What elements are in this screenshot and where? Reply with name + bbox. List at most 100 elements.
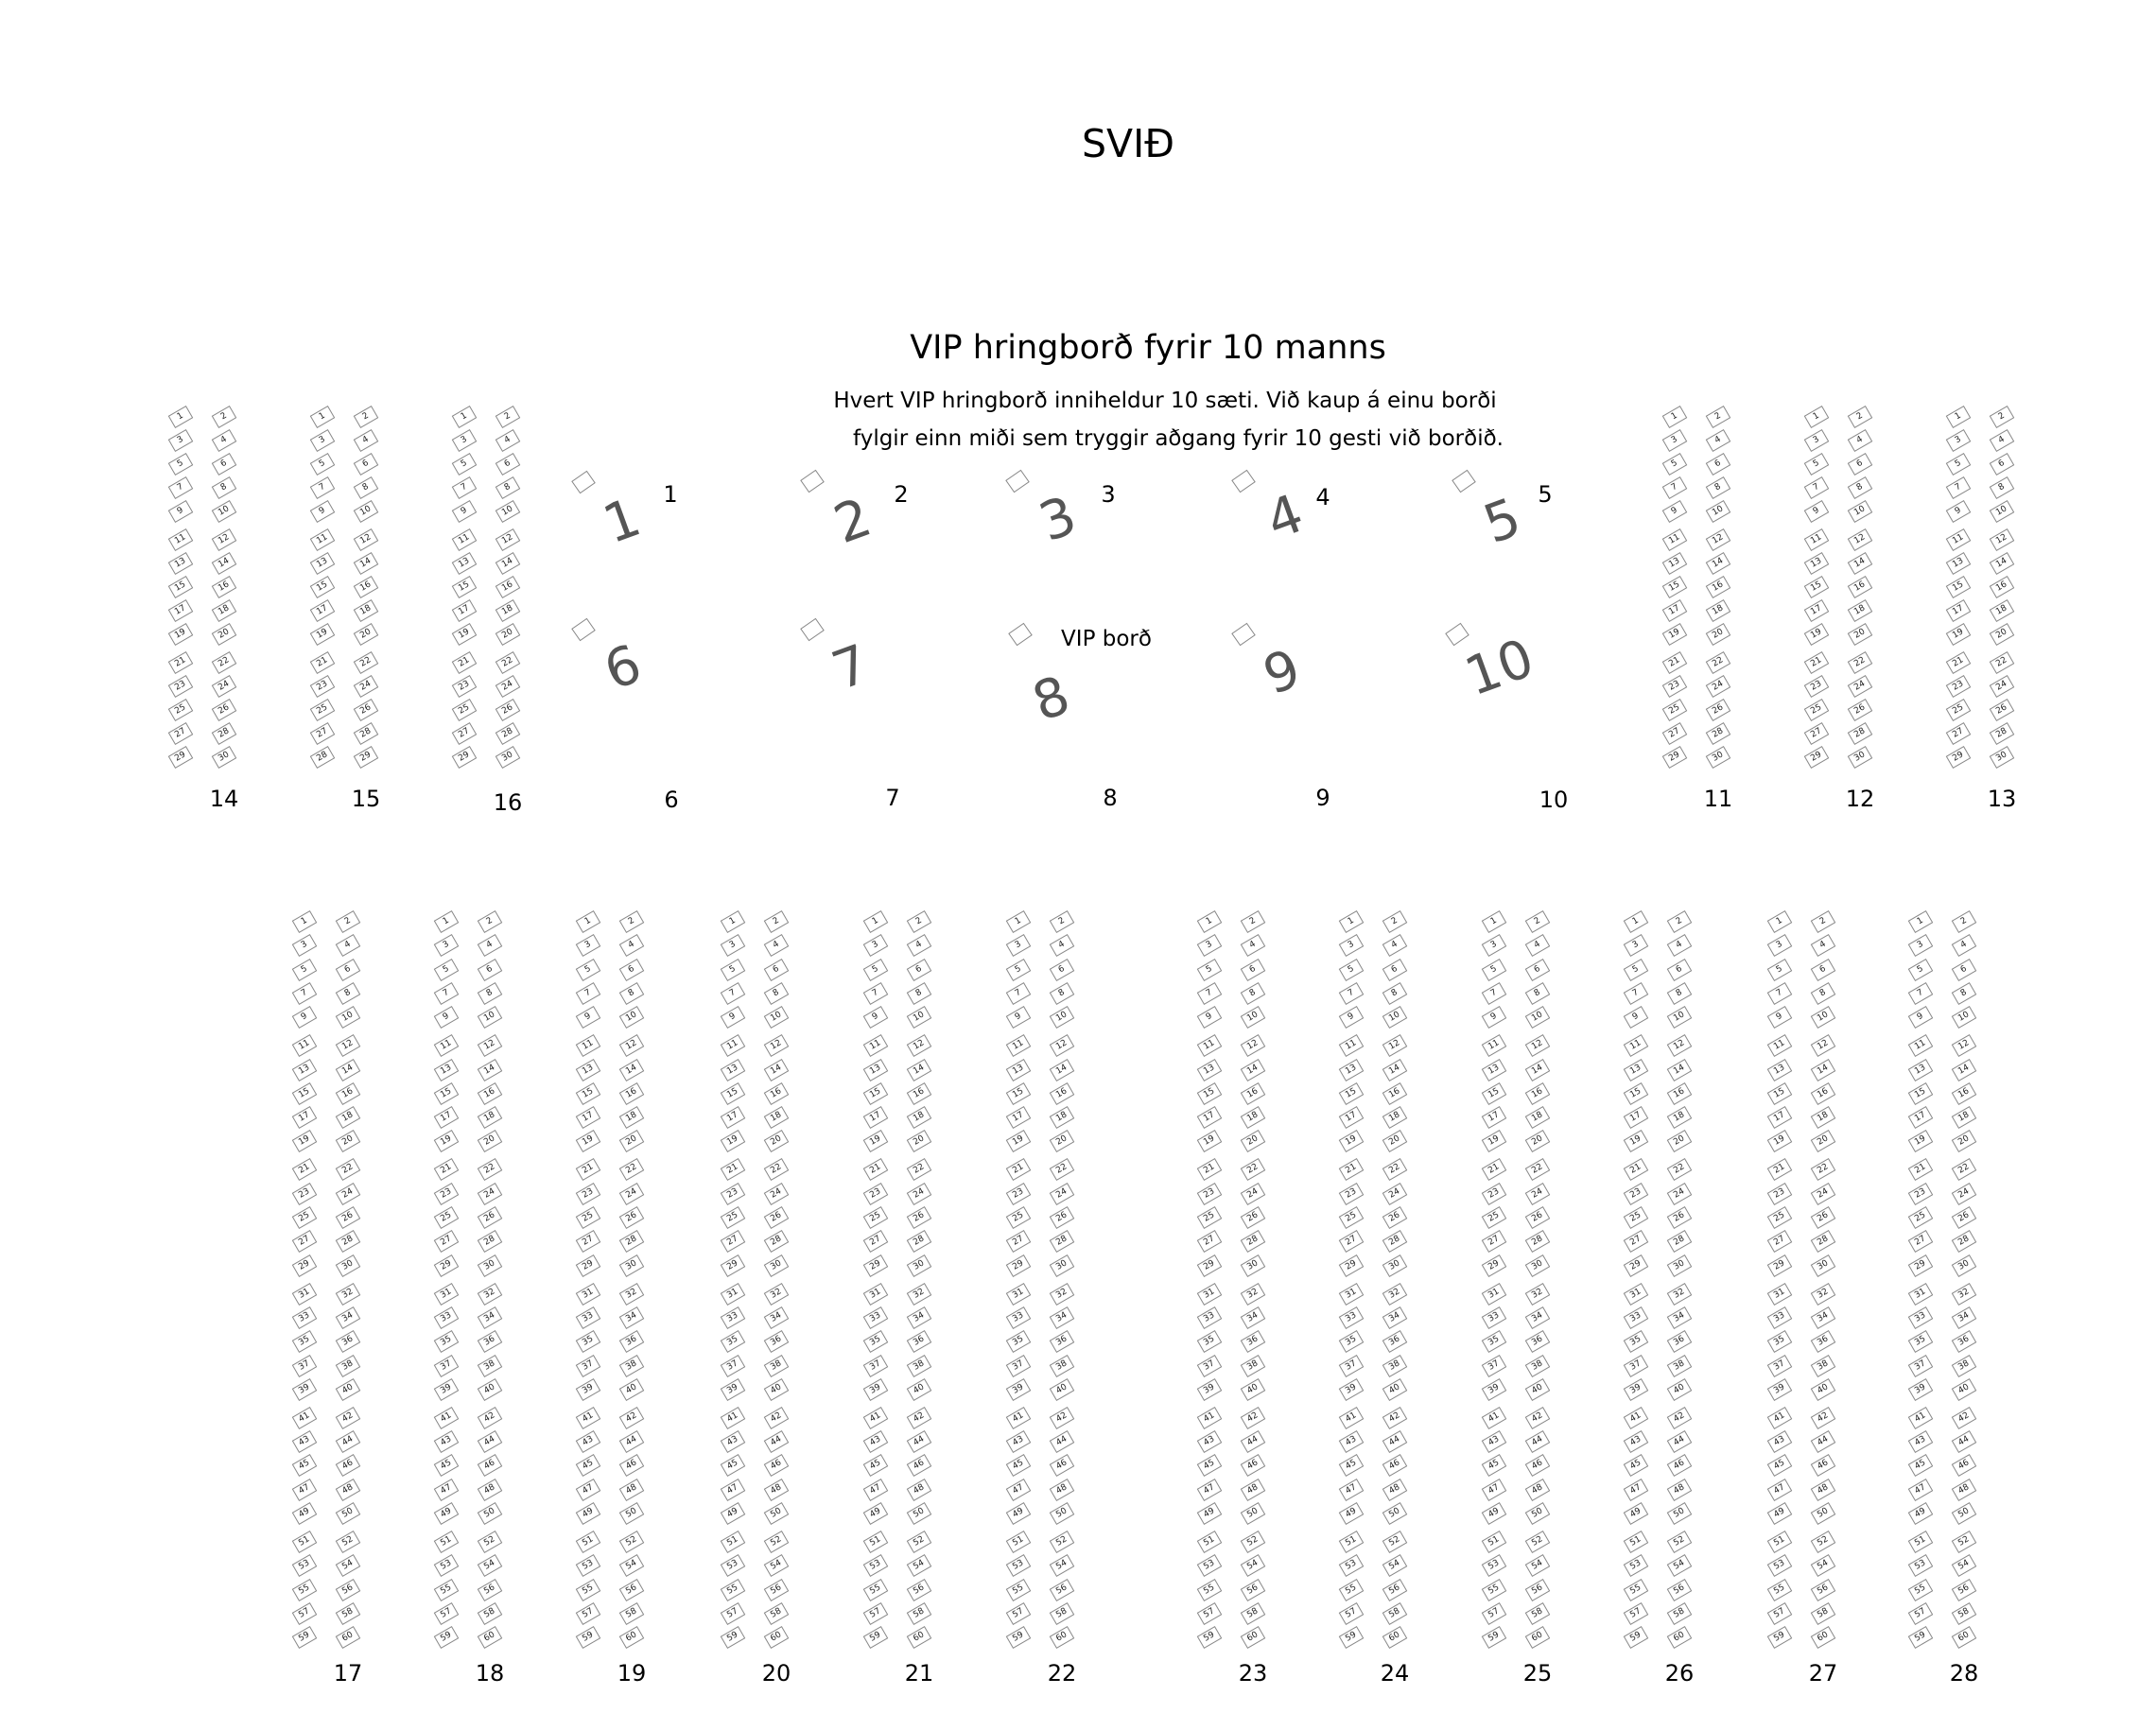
seat-checkbox[interactable]: 8 [211,476,237,499]
seat-checkbox[interactable]: 16 [477,1081,503,1105]
seat-checkbox[interactable]: 59 [433,1626,460,1650]
seat-checkbox[interactable]: 30 [1951,1254,1977,1277]
vip-table-checkbox[interactable] [1452,469,1476,493]
seat-checkbox[interactable]: 54 [1240,1554,1266,1578]
seat-checkbox[interactable]: 34 [763,1306,790,1329]
seat-checkbox[interactable]: 53 [1907,1554,1934,1578]
seat-checkbox[interactable]: 1 [1945,406,1972,428]
seat-checkbox[interactable]: 21 [167,651,194,674]
seat-checkbox[interactable]: 23 [575,1182,601,1205]
seat-checkbox[interactable]: 56 [1666,1578,1693,1601]
seat-checkbox[interactable]: 27 [291,1230,318,1254]
seat-checkbox[interactable]: 27 [1661,722,1688,745]
seat-checkbox[interactable]: 32 [335,1282,361,1306]
seat-checkbox[interactable]: 58 [1666,1601,1693,1625]
seat-checkbox[interactable]: 19 [167,623,194,646]
seat-checkbox[interactable]: 41 [862,1406,889,1429]
seat-checkbox[interactable]: 33 [433,1306,460,1329]
seat-checkbox[interactable]: 19 [451,623,478,646]
seat-checkbox[interactable]: 5 [1907,958,1934,981]
seat-checkbox[interactable]: 21 [433,1158,460,1182]
seat-checkbox[interactable]: 60 [335,1626,361,1650]
seat-checkbox[interactable]: 36 [477,1330,503,1354]
seat-checkbox[interactable]: 10 [1666,1006,1693,1029]
seat-checkbox[interactable]: 22 [906,1158,932,1182]
seat-checkbox[interactable]: 40 [1666,1377,1693,1401]
seat-checkbox[interactable]: 33 [1623,1306,1649,1329]
seat-checkbox[interactable]: 55 [1196,1578,1223,1601]
seat-checkbox[interactable]: 48 [335,1478,361,1501]
seat-checkbox[interactable]: 13 [1803,552,1830,575]
seat-checkbox[interactable]: 15 [1661,576,1688,598]
seat-checkbox[interactable]: 51 [862,1531,889,1553]
seat-checkbox[interactable]: 34 [1382,1306,1408,1329]
seat-checkbox[interactable]: 50 [1810,1502,1836,1525]
seat-checkbox[interactable]: 55 [862,1578,889,1601]
seat-checkbox[interactable]: 4 [618,934,645,958]
seat-checkbox[interactable]: 47 [291,1478,318,1501]
seat-checkbox[interactable]: 49 [1623,1502,1649,1525]
seat-checkbox[interactable]: 16 [618,1081,645,1105]
seat-checkbox[interactable]: 42 [1951,1406,1977,1429]
seat-checkbox[interactable]: 13 [1338,1058,1365,1081]
seat-checkbox[interactable]: 19 [1945,623,1972,646]
seat-checkbox[interactable]: 58 [1240,1601,1266,1625]
seat-checkbox[interactable]: 27 [309,722,336,745]
seat-checkbox[interactable]: 54 [1666,1554,1693,1578]
seat-checkbox[interactable]: 48 [1810,1478,1836,1501]
seat-checkbox[interactable]: 38 [477,1354,503,1377]
seat-checkbox[interactable]: 37 [575,1354,601,1377]
seat-checkbox[interactable]: 55 [1481,1578,1507,1601]
seat-checkbox[interactable]: 36 [1240,1330,1266,1354]
seat-checkbox[interactable]: 6 [335,958,361,981]
seat-checkbox[interactable]: 2 [1847,406,1873,428]
seat-checkbox[interactable]: 13 [1907,1058,1934,1081]
seat-checkbox[interactable]: 3 [167,429,194,452]
seat-checkbox[interactable]: 17 [1481,1106,1507,1130]
vip-table-checkbox[interactable] [1008,622,1033,647]
seat-checkbox[interactable]: 3 [1005,934,1032,958]
seat-checkbox[interactable]: 55 [291,1578,318,1601]
seat-checkbox[interactable]: 18 [1049,1106,1075,1130]
seat-checkbox[interactable]: 46 [1240,1454,1266,1478]
seat-checkbox[interactable]: 14 [763,1058,790,1081]
seat-checkbox[interactable]: 38 [335,1354,361,1377]
seat-checkbox[interactable]: 5 [720,958,746,981]
seat-checkbox[interactable]: 37 [1907,1354,1934,1377]
seat-checkbox[interactable]: 38 [763,1354,790,1377]
seat-checkbox[interactable]: 1 [1766,910,1793,933]
seat-checkbox[interactable]: 11 [291,1034,318,1058]
seat-checkbox[interactable]: 14 [1049,1058,1075,1081]
seat-checkbox[interactable]: 23 [1766,1182,1793,1205]
vip-table-checkbox[interactable] [800,469,825,493]
seat-checkbox[interactable]: 32 [618,1282,645,1306]
seat-checkbox[interactable]: 26 [1989,699,2015,721]
seat-checkbox[interactable]: 28 [477,1230,503,1254]
seat-checkbox[interactable]: 34 [1810,1306,1836,1329]
seat-checkbox[interactable]: 21 [1945,651,1972,674]
seat-checkbox[interactable]: 2 [1049,910,1075,933]
seat-checkbox[interactable]: 19 [1481,1130,1507,1153]
seat-checkbox[interactable]: 22 [1049,1158,1075,1182]
seat-checkbox[interactable]: 15 [1005,1081,1032,1105]
seat-checkbox[interactable]: 43 [575,1430,601,1454]
seat-checkbox[interactable]: 3 [433,934,460,958]
seat-checkbox[interactable]: 31 [291,1282,318,1306]
seat-checkbox[interactable]: 27 [1803,722,1830,745]
seat-checkbox[interactable]: 40 [618,1377,645,1401]
seat-checkbox[interactable]: 1 [1005,910,1032,933]
seat-checkbox[interactable]: 1 [1907,910,1934,933]
seat-checkbox[interactable]: 25 [1623,1206,1649,1229]
seat-checkbox[interactable]: 21 [1481,1158,1507,1182]
seat-checkbox[interactable]: 21 [1623,1158,1649,1182]
seat-checkbox[interactable]: 47 [1196,1478,1223,1501]
seat-checkbox[interactable]: 12 [1810,1034,1836,1058]
seat-checkbox[interactable]: 3 [1907,934,1934,958]
seat-checkbox[interactable]: 43 [1481,1430,1507,1454]
seat-checkbox[interactable]: 22 [211,651,237,674]
seat-checkbox[interactable]: 14 [1240,1058,1266,1081]
seat-checkbox[interactable]: 20 [1989,623,2015,646]
seat-checkbox[interactable]: 13 [1623,1058,1649,1081]
seat-checkbox[interactable]: 52 [477,1531,503,1553]
seat-checkbox[interactable]: 17 [1661,599,1688,622]
